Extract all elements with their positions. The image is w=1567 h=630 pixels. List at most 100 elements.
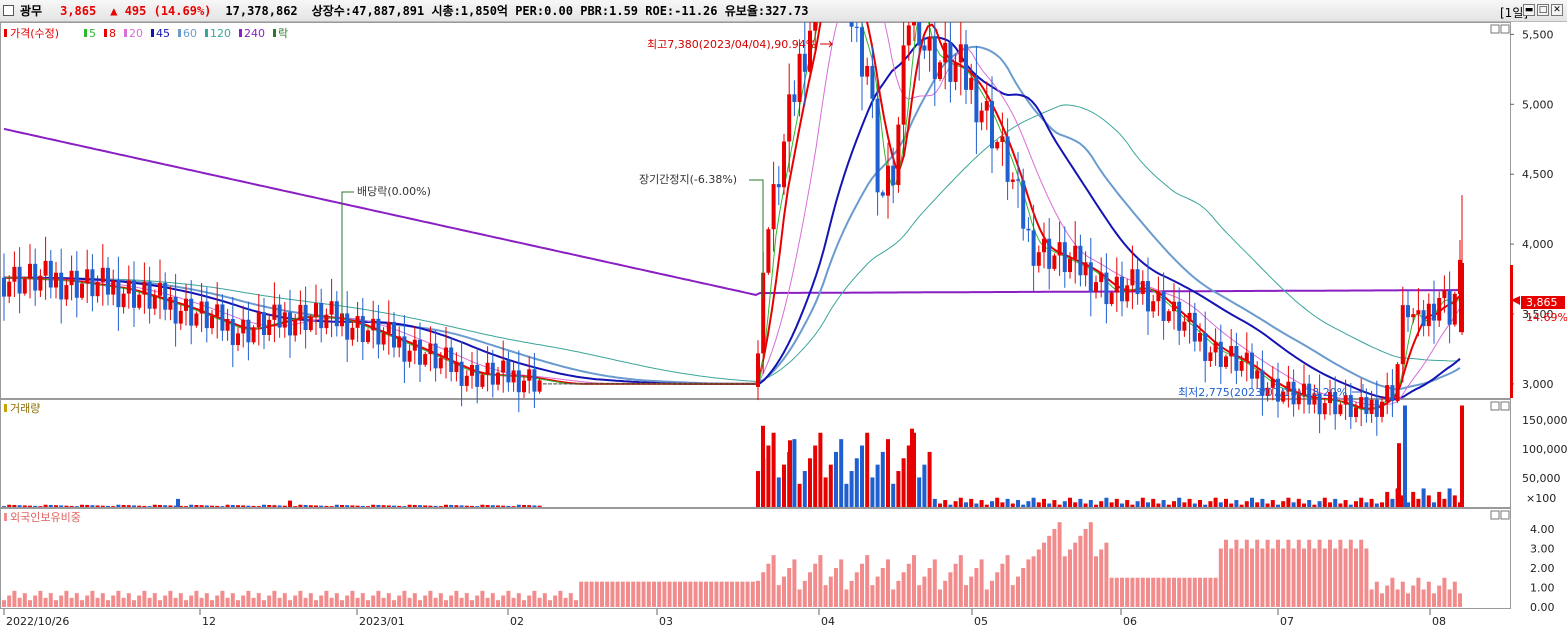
volume-bar [860, 445, 864, 507]
volume-panel-close-icon[interactable] [1500, 401, 1510, 411]
volume-bar [59, 505, 64, 507]
candle-body [1224, 356, 1228, 367]
volume-bar [329, 506, 334, 507]
foreign-ratio-bar [1276, 539, 1280, 607]
candle-body [121, 293, 126, 308]
select-checkbox[interactable] [3, 5, 14, 16]
foreign-ratio-bar [1432, 593, 1436, 607]
candle-body [990, 100, 994, 149]
candle-body [1437, 297, 1442, 321]
volume-bar [308, 505, 313, 507]
foreign-ratio-bar [1031, 556, 1036, 607]
period-selector[interactable]: [1일] [1500, 6, 1529, 20]
volume-panel-title: 거래량 [10, 402, 40, 415]
foreign-ratio-bar [340, 600, 344, 607]
candle-body [1026, 228, 1031, 231]
candle-body [906, 25, 911, 46]
candle-body [17, 266, 22, 294]
volume-bar [168, 505, 173, 507]
foreign-ratio-bar [1343, 548, 1348, 607]
candle-body [1364, 397, 1369, 414]
price-axis-label: 3,500 [1522, 308, 1554, 321]
foreign-ratio-bar [360, 593, 365, 607]
foreign-ratio-bar [1348, 539, 1353, 607]
candle-body [1400, 305, 1405, 365]
foreign-ratio-bar [496, 600, 500, 607]
volume-bar [1010, 503, 1015, 507]
candle-body [1426, 303, 1431, 327]
dividend-annotation: 배당락(0.00%) [357, 185, 431, 198]
legend-ma-8: 8 [109, 27, 116, 40]
low-annotation: 최저2,775(2023/07/18),28.20% [1178, 386, 1347, 399]
stock-chart[interactable]: 가격(수정) 5 8 20 45 60 120 240 락 최고7,380(2023/04/0… [0, 22, 1567, 630]
volume-bar [1385, 491, 1390, 507]
volume-bar [1411, 491, 1416, 507]
volume-bar [1244, 501, 1249, 507]
volume-bar [1380, 502, 1384, 507]
price-panel-minimize-icon[interactable] [1490, 24, 1500, 34]
close-icon[interactable]: ✕ [1551, 4, 1563, 16]
volume-bar [106, 505, 110, 507]
foreign-ratio-bar [1114, 577, 1119, 607]
volume-bar [470, 505, 474, 507]
volume-bar [818, 432, 823, 507]
candle-body [870, 65, 875, 99]
candle-body [891, 165, 896, 186]
foreign-ratio-bar [631, 581, 636, 607]
candle-body [376, 318, 381, 345]
foreign-ratio-bar [230, 593, 235, 607]
volume-bar [241, 505, 246, 507]
volume-bar [1161, 500, 1166, 507]
candle-body [7, 281, 12, 297]
candle-body [1146, 281, 1150, 312]
ma-240-line [3, 127, 1460, 296]
volume-bar [1286, 497, 1291, 507]
foreign-ratio-bar [22, 593, 27, 607]
candle-body [1421, 310, 1426, 327]
foreign-panel-close-icon[interactable] [1500, 510, 1510, 520]
foreign-ratio-bar [262, 600, 266, 607]
foreign-ratio-bar [1255, 539, 1260, 607]
volume-bar [995, 497, 1000, 507]
candle-body [69, 270, 74, 286]
panel-controls[interactable] [1490, 24, 1510, 520]
volume-bar [1151, 498, 1156, 507]
foreign-ratio-bar [683, 581, 688, 607]
volume-bar [444, 504, 448, 507]
date-axis-label: 2023/01 [359, 615, 405, 628]
volume-bar [1135, 501, 1140, 507]
candle-body [1120, 276, 1124, 302]
foreign-ratio-bar [823, 585, 828, 607]
volume-bar [865, 432, 870, 507]
price-panel-close-icon[interactable] [1500, 24, 1510, 34]
high-arrow-icon [820, 40, 834, 48]
candle-body [126, 280, 131, 294]
candle-body [995, 141, 1000, 149]
volume-bar [350, 505, 355, 507]
foreign-ratio-bar [766, 563, 771, 607]
candle-body [1047, 238, 1052, 269]
foreign-ratio-bar [828, 576, 833, 607]
candle-body [927, 36, 932, 51]
current-pct-axis-label: 14.69% [1526, 311, 1567, 324]
foreign-ratio-bar [568, 593, 573, 607]
date-axis-label: 05 [974, 615, 988, 628]
minimize-icon[interactable]: ▬ [1523, 4, 1535, 16]
foreign-ratio-bar [412, 593, 417, 607]
volume-bar [964, 502, 968, 507]
candle-body [1312, 393, 1317, 405]
foreign-ratio-bar [1177, 577, 1182, 607]
candle-body [1395, 364, 1400, 402]
volume-panel-minimize-icon[interactable] [1490, 401, 1500, 411]
foreign-ratio-bar [168, 590, 173, 607]
foreign-ratio-bar [1400, 581, 1405, 607]
volume-bar [974, 503, 979, 507]
candle-body [792, 94, 797, 102]
candle-body [423, 354, 428, 365]
foreign-ratio-bar [870, 585, 875, 607]
foreign-ratio-bar [740, 581, 745, 607]
restore-icon[interactable]: □ [1537, 4, 1549, 16]
volume-bar [1120, 503, 1124, 507]
foreign-panel-minimize-icon[interactable] [1490, 510, 1500, 520]
foreign-ratio-bar [480, 590, 485, 607]
